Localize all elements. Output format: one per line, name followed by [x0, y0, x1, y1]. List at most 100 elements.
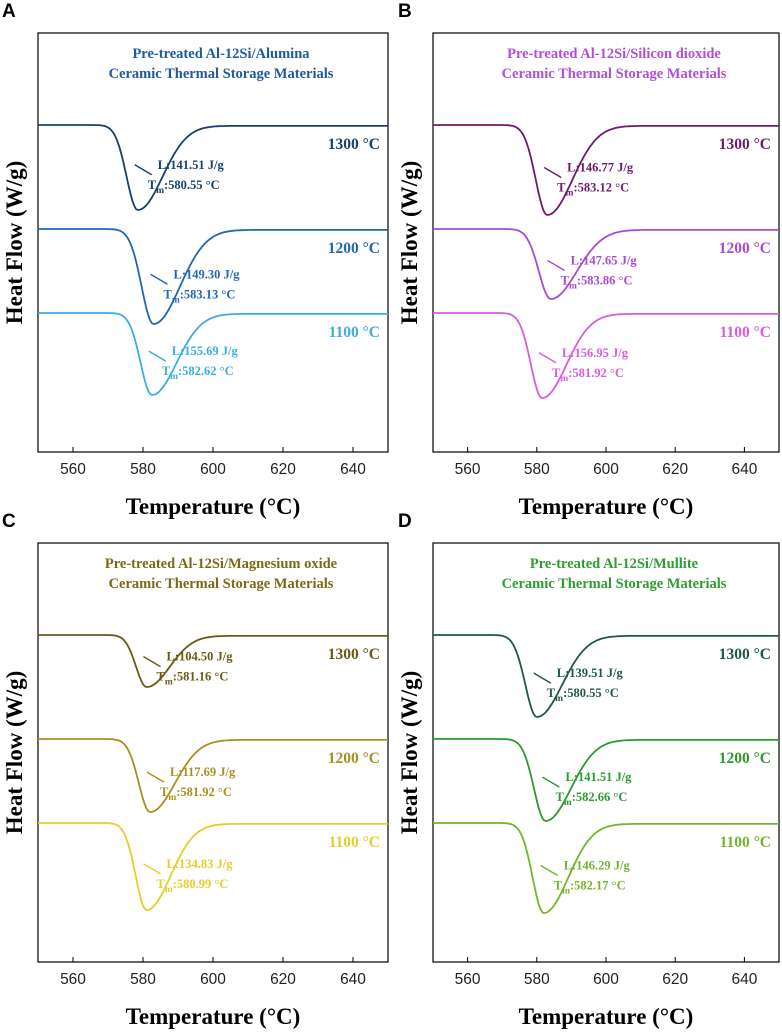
y-axis-title: Heat Flow (W/g): [2, 161, 27, 325]
series-line: [38, 312, 388, 396]
series-label: 1100 °C: [720, 324, 771, 341]
annotation-pointer: [143, 863, 161, 875]
x-tick-label: 600: [593, 461, 619, 478]
series-label: 1100 °C: [329, 324, 380, 341]
series-label: 1300 °C: [328, 136, 380, 153]
x-tick-label: 580: [130, 971, 156, 988]
annotation-pointer: [540, 864, 559, 877]
panel-label: B: [398, 1, 412, 22]
melting-point-label: Tm:581.92 °C: [160, 785, 232, 803]
melting-point-label: Tm:582.66 °C: [555, 790, 627, 808]
latent-heat-label: L:147.65 J/g: [571, 254, 638, 268]
y-axis-title: Heat Flow (W/g): [397, 161, 422, 325]
series-label: 1100 °C: [329, 834, 380, 851]
melting-point-label: Tm:581.92 °C: [552, 366, 624, 384]
latent-heat-label: L:117.69 J/g: [170, 765, 236, 779]
latent-heat-label: L:155.69 J/g: [172, 344, 239, 358]
series-line: [38, 124, 388, 211]
latent-heat-label: L:149.30 J/g: [174, 267, 241, 281]
x-axis-title: Temperature (°C): [126, 494, 301, 519]
series-line: [433, 822, 779, 914]
x-tick-label: 580: [524, 971, 550, 988]
panel-C: C 560 580 600 620 640 Temperature (°C) Heat Flo…: [2, 511, 389, 1029]
chart-title-line: Pre-treated Al-12Si/Mullite: [530, 556, 699, 572]
y-axis-title: Heat Flow (W/g): [397, 671, 422, 835]
melting-point-label: Tm:583.13 °C: [164, 287, 236, 305]
melting-point-label: Tm:580.55 °C: [148, 178, 220, 196]
series-line: [38, 634, 388, 688]
series-label: 1100 °C: [720, 834, 771, 851]
series-label: 1200 °C: [328, 750, 380, 767]
chart-title-line: Ceramic Thermal Storage Materials: [109, 576, 334, 592]
series-label: 1200 °C: [328, 240, 380, 257]
melting-point-label: Tm:583.86 °C: [561, 274, 633, 292]
chart-title-line: Pre-treated Al-12Si/Alumina: [132, 46, 310, 62]
y-axis-title: Heat Flow (W/g): [2, 671, 27, 835]
series-line: [38, 822, 388, 911]
x-tick-label: 620: [270, 461, 296, 478]
series-label: 1300 °C: [719, 646, 771, 663]
chart-title-line: Ceramic Thermal Storage Materials: [502, 66, 727, 82]
panel-B: B 560 580 600 620 640 Temperature (°C) Heat Flo…: [397, 1, 780, 519]
series-label: 1300 °C: [328, 646, 380, 663]
melting-point-label: Tm:582.17 °C: [554, 879, 626, 897]
x-tick-label: 580: [130, 461, 156, 478]
annotation-pointer: [143, 655, 161, 668]
annotation-pointer: [150, 273, 168, 285]
annotation-pointer: [533, 672, 552, 684]
series-line: [38, 228, 388, 325]
x-tick-label: 620: [270, 971, 296, 988]
series-line: [433, 228, 779, 300]
x-tick-label: 620: [662, 461, 688, 478]
x-tick-label: 640: [731, 971, 757, 988]
melting-point-label: Tm:580.55 °C: [547, 686, 619, 704]
x-axis-title: Temperature (°C): [519, 1004, 694, 1029]
latent-heat-label: L:141.51 J/g: [158, 158, 225, 172]
latent-heat-label: L:134.83 J/g: [167, 857, 234, 871]
annotation-pointer: [146, 771, 165, 783]
x-tick-label: 640: [340, 971, 366, 988]
chart-title-line: Pre-treated Al-12Si/Silicon dioxide: [507, 46, 721, 62]
melting-point-label: Tm:582.62 °C: [162, 364, 234, 382]
series-label: 1300 °C: [719, 136, 771, 153]
x-tick-label: 600: [200, 461, 226, 478]
series-line: [433, 634, 779, 718]
series-line: [38, 738, 388, 813]
melting-point-label: Tm:580.99 °C: [157, 877, 229, 895]
x-tick-label: 560: [455, 461, 481, 478]
x-tick-label: 640: [731, 461, 757, 478]
latent-heat-label: L:141.51 J/g: [565, 770, 632, 784]
annotation-pointer: [547, 259, 565, 272]
latent-heat-label: L:146.77 J/g: [567, 161, 634, 175]
x-axis-title: Temperature (°C): [126, 1004, 301, 1029]
chart-title-line: Ceramic Thermal Storage Materials: [502, 576, 727, 592]
latent-heat-label: L:104.50 J/g: [167, 650, 234, 664]
chart-title-line: Pre-treated Al-12Si/Magnesium oxide: [105, 556, 338, 572]
x-tick-label: 640: [340, 461, 366, 478]
latent-heat-label: L:139.51 J/g: [557, 666, 624, 680]
panel-label: D: [398, 511, 412, 532]
melting-point-label: Tm:581.16 °C: [157, 670, 229, 688]
x-tick-label: 560: [455, 971, 481, 988]
series-line: [433, 738, 779, 822]
latent-heat-label: L:146.29 J/g: [564, 859, 631, 873]
x-axis-title: Temperature (°C): [519, 494, 694, 519]
annotation-pointer: [543, 166, 562, 179]
chart-title-line: Ceramic Thermal Storage Materials: [109, 66, 334, 82]
x-tick-label: 600: [200, 971, 226, 988]
x-tick-label: 560: [60, 461, 86, 478]
series-line: [433, 124, 779, 216]
panel-label: A: [2, 1, 16, 22]
x-tick-label: 560: [60, 971, 86, 988]
annotation-pointer: [148, 350, 167, 362]
melting-point-label: Tm:583.12 °C: [557, 181, 629, 199]
annotation-pointer: [542, 776, 560, 788]
annotation-pointer: [538, 352, 557, 364]
panel-A: A 560 580 600 620 640 Temperature (°C) Heat Flo…: [2, 1, 389, 519]
x-tick-label: 620: [662, 971, 688, 988]
x-tick-label: 600: [593, 971, 619, 988]
annotation-pointer: [134, 164, 153, 176]
series-line: [433, 312, 779, 399]
panel-label: C: [2, 511, 16, 532]
